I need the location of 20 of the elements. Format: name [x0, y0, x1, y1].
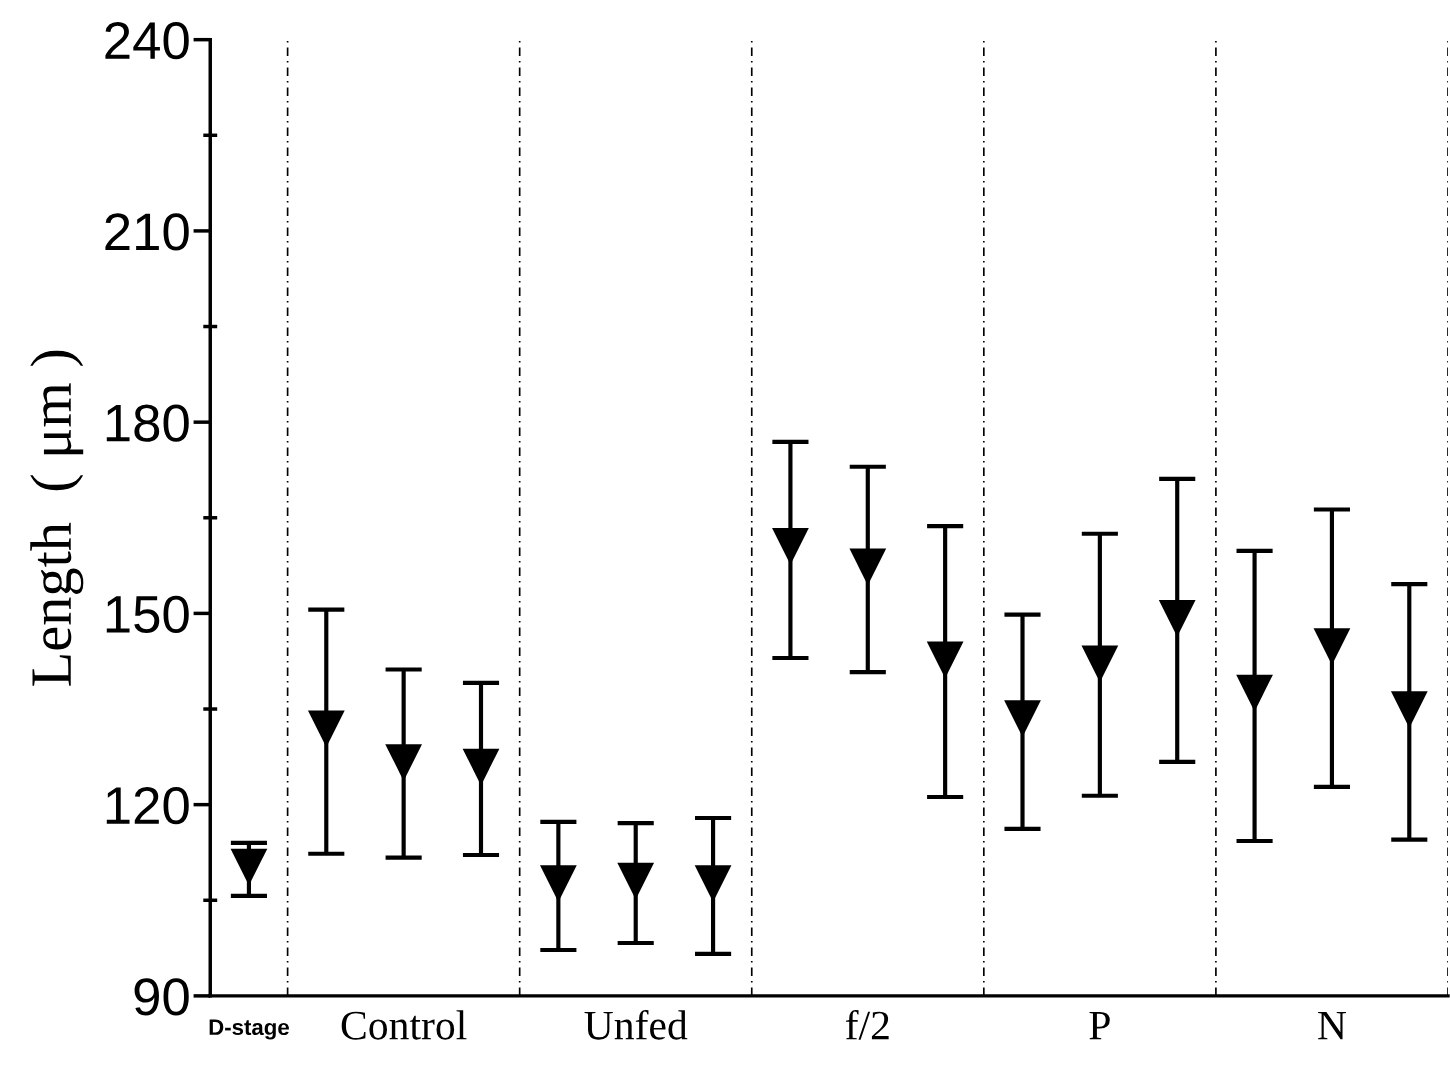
x-tick-label: Unfed — [584, 1009, 688, 1040]
x-tick-label: Control — [341, 1010, 467, 1040]
y-axis-title: Length ( μm ) — [30, 350, 84, 686]
point — [1158, 600, 1196, 637]
x-tick-label: D-stage — [209, 1019, 289, 1040]
y-tick-label: 150 — [106, 595, 189, 634]
point — [1236, 674, 1273, 712]
y-tick-label: 240 — [105, 21, 189, 60]
y-tick-label: 120 — [106, 786, 189, 825]
point — [1004, 700, 1041, 737]
point — [385, 744, 423, 781]
point — [849, 548, 887, 586]
point — [772, 528, 809, 565]
x-tick-label: f/2 — [845, 1009, 889, 1040]
y-tick-label: 210 — [105, 213, 189, 251]
y-tick-label: 90 — [134, 978, 189, 1016]
point — [617, 862, 655, 900]
x-tick-label: N — [1318, 1011, 1347, 1040]
y-tick-label: 180 — [106, 404, 189, 442]
x-tick-label: P — [1089, 1011, 1110, 1040]
